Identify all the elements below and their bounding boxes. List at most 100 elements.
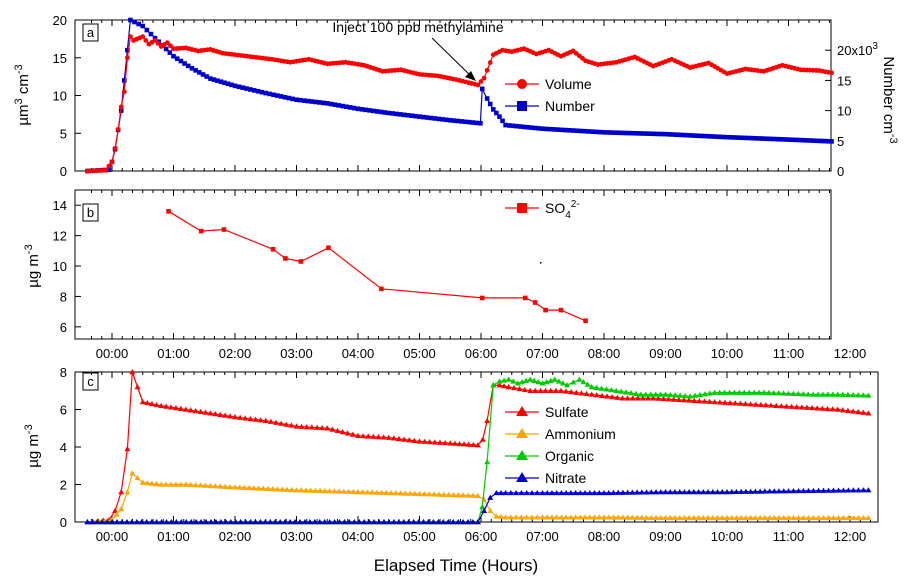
panel-c-ammonium-point: [800, 514, 807, 521]
panel-a-legend-volume-label: Volume: [545, 76, 592, 92]
panel-c-sulfate-point: [850, 408, 857, 414]
panel-c-ammonium-point: [493, 513, 500, 519]
panel-b-so--line: [168, 210, 586, 322]
panel-c-nitrate-point: [440, 519, 447, 525]
panel-c-nitrate-point: [667, 489, 674, 495]
panel-c-sulfate-point: [614, 394, 621, 400]
panel-c-nitrate-point: [497, 489, 504, 496]
panel-c-nitrate-point: [761, 488, 768, 494]
panel-c-organic-point: [834, 391, 841, 397]
panel-c-ammonium-point: [700, 514, 707, 521]
panel-c-ammonium-point: [158, 481, 165, 487]
panel-c-sulfate-point: [762, 402, 769, 408]
panel-a-number-point: [688, 133, 694, 138]
panel-c-sulfate-point: [803, 404, 810, 410]
panel-c-nitrate-point: [109, 519, 116, 525]
panel-c-ammonium-point: [153, 481, 160, 487]
panel-c-nitrate-point: [700, 489, 707, 495]
panel-c-sulfate-point: [568, 389, 575, 395]
panel-c-nitrate-point: [119, 519, 126, 525]
panel-c-nitrate-point: [548, 489, 555, 496]
panel-c-nitrate-point: [287, 519, 294, 525]
panel-c-ammonium-point: [629, 514, 636, 520]
panel-a-number-point: [459, 119, 464, 124]
panel-c-sulfate-point: [737, 400, 744, 406]
panel-c-nitrate-point: [247, 519, 254, 525]
panel-c-nitrate-point: [544, 489, 551, 496]
panel-c-organic-point: [588, 384, 595, 390]
panel-c-ammonium-point: [431, 491, 438, 497]
panel-c-ammonium-point: [298, 487, 305, 493]
panel-c-ammonium-point: [518, 514, 525, 520]
panel-a-number-point: [417, 114, 422, 119]
panel-a-number-point: [371, 108, 376, 114]
panel-c-nitrate-point: [183, 519, 190, 525]
panel-c-sulfate-point: [257, 417, 264, 423]
panel-b-ytick-label-left: 8: [60, 289, 67, 304]
panel-c-nitrate-point: [173, 519, 180, 525]
panel-c-nitrate-point: [321, 519, 328, 525]
panel-c-ammonium-point: [563, 514, 570, 520]
panel-a-number-point: [125, 47, 130, 53]
panel-c-organic-point: [479, 504, 486, 510]
panel-a-number-point: [204, 74, 210, 79]
panel-c-ammonium-point: [815, 514, 822, 521]
panel-a-number-point: [702, 133, 708, 139]
panel-c-ammonium-point: [850, 514, 857, 521]
panel-c-ammonium-point: [528, 514, 535, 520]
panel-c-sulfate-point: [237, 414, 244, 420]
panel-c-ammonium-point: [780, 514, 787, 521]
panel-c-ammonium-point: [513, 514, 520, 520]
panel-c-sulfate-point: [798, 404, 805, 410]
panel-a-number-point: [616, 130, 621, 136]
panel-c-ammonium-point: [548, 514, 555, 520]
panel-c-nitrate-point: [178, 519, 185, 525]
panel-a-number-point: [405, 112, 411, 118]
panel-a-number-point: [359, 107, 365, 112]
panel-c-ytick-label-left: 6: [60, 403, 67, 418]
panel-c-nitrate-point: [855, 487, 862, 493]
panel-a-number-point: [282, 94, 288, 100]
panel-c-sulfate-point: [701, 398, 708, 404]
panel-c-ammonium-point: [470, 492, 477, 498]
panel-b-so--point: [379, 286, 384, 292]
panel-c-sulfate-point: [686, 397, 693, 403]
panel-c-nitrate-point: [591, 489, 598, 496]
panel-a-number-point: [378, 109, 384, 115]
panel-c-ammonium-point: [222, 483, 229, 489]
panel-c-nitrate-point: [643, 489, 650, 495]
panel-c-nitrate-point: [89, 519, 96, 525]
panel-c-sulfate-point: [349, 431, 356, 437]
panel-c-ammonium-point: [653, 514, 660, 520]
panel-c-nitrate-point: [366, 519, 373, 525]
panel-a-number-point: [532, 125, 538, 131]
panel-a-volume-point: [475, 82, 481, 88]
panel-c-sulfate-point: [298, 423, 305, 429]
panel-b-xtick-label: 04:00: [342, 346, 375, 361]
panel-b-so--point: [166, 208, 171, 214]
panel-c-nitrate-point: [845, 487, 852, 493]
panel-a-number-point: [421, 114, 426, 120]
panel-c-sulfate-point: [629, 395, 636, 401]
panel-a-volume-point: [121, 89, 127, 95]
panel-a-number-point: [182, 61, 187, 66]
panel-c-nitrate-point: [455, 519, 462, 525]
panel-c-nitrate-point: [709, 489, 716, 495]
panel-a-number-point: [721, 134, 726, 140]
panel-c-ammonium-point: [752, 514, 759, 521]
panel-c-ammonium-point: [383, 489, 390, 496]
panel-c-nitrate-point: [563, 489, 570, 496]
panel-a-number-point: [829, 139, 834, 144]
panel-a-ytick-label-right: 10: [837, 104, 851, 119]
panel-c-nitrate-point: [733, 488, 740, 495]
panel-c-nitrate-point: [143, 519, 150, 525]
panel-c-nitrate-point: [425, 519, 432, 525]
panel-c-ammonium-point: [865, 514, 872, 521]
panel-c-legend-sulfate-label: Sulfate: [545, 404, 589, 420]
panel-c-organic-point: [770, 390, 777, 396]
panel-c-nitrate-point: [487, 494, 494, 500]
panel-c-sulfate-point: [727, 399, 734, 406]
panel-c-sulfate-point: [262, 417, 269, 423]
panel-c-sulfate-point: [619, 395, 626, 401]
panel-a-ylabel-left: µm3 cm-3: [13, 64, 32, 125]
